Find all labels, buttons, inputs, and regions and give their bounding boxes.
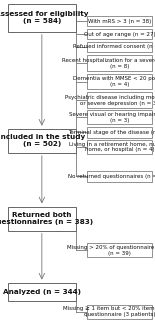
Text: Out of age range (n = 27): Out of age range (n = 27) — [84, 31, 155, 37]
FancyBboxPatch shape — [8, 207, 76, 231]
Text: Analyzed (n = 344): Analyzed (n = 344) — [3, 289, 81, 295]
Text: Assessed for eligibility
(n = 584): Assessed for eligibility (n = 584) — [0, 11, 89, 24]
FancyBboxPatch shape — [87, 92, 152, 108]
FancyBboxPatch shape — [87, 16, 152, 26]
FancyBboxPatch shape — [87, 29, 152, 40]
FancyBboxPatch shape — [8, 4, 76, 32]
FancyBboxPatch shape — [87, 243, 152, 257]
Text: Missing ≥ 1 item but < 20% items of any
questionnaire (3 patients): Missing ≥ 1 item but < 20% items of any … — [62, 306, 155, 317]
FancyBboxPatch shape — [8, 129, 76, 153]
Text: Missing > 20% of questionnaire items
(n = 39): Missing > 20% of questionnaire items (n … — [67, 245, 155, 256]
Text: With mRS > 3 (n = 38): With mRS > 3 (n = 38) — [88, 18, 151, 24]
Text: Dementia with MMSE < 20 points
(n = 4): Dementia with MMSE < 20 points (n = 4) — [73, 76, 155, 87]
Text: Returned both
questionnaires (n = 383): Returned both questionnaires (n = 383) — [0, 212, 93, 225]
FancyBboxPatch shape — [87, 110, 152, 124]
FancyBboxPatch shape — [87, 41, 152, 52]
Text: Included in the study
(n = 502): Included in the study (n = 502) — [0, 134, 85, 147]
Text: No returned questionnaires (n = 119): No returned questionnaires (n = 119) — [68, 174, 155, 179]
Text: Terminal stage of the disease (n = 1): Terminal stage of the disease (n = 1) — [68, 130, 155, 135]
FancyBboxPatch shape — [87, 55, 152, 71]
Text: Psychiatric disease including moderate
or severe depression (n = 3): Psychiatric disease including moderate o… — [65, 95, 155, 106]
Text: Recent hospitalization for a severe illness
(n = 8): Recent hospitalization for a severe illn… — [62, 58, 155, 69]
Text: Severe visual or hearing impairment
(n = 3): Severe visual or hearing impairment (n =… — [69, 112, 155, 123]
FancyBboxPatch shape — [87, 171, 152, 181]
FancyBboxPatch shape — [8, 283, 76, 301]
Text: Refused informed consent (n = 4): Refused informed consent (n = 4) — [73, 44, 155, 50]
FancyBboxPatch shape — [87, 127, 152, 137]
FancyBboxPatch shape — [87, 305, 152, 319]
FancyBboxPatch shape — [87, 140, 152, 154]
FancyBboxPatch shape — [87, 74, 152, 89]
Text: Living in a retirement home, nursing
home, or hospital (n = 4): Living in a retirement home, nursing hom… — [69, 142, 155, 153]
